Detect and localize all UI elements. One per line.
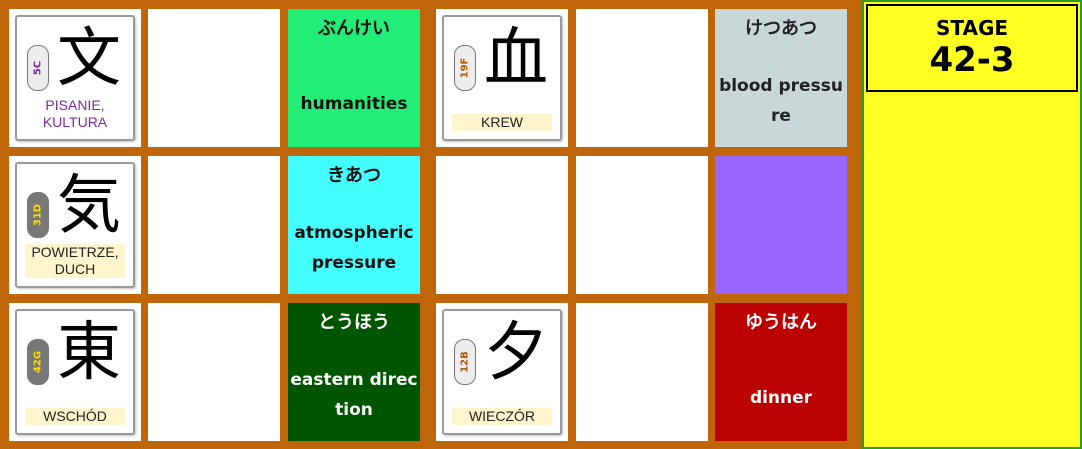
word-reading: とうほう [318,312,390,333]
kanji-glyph: 文 [57,22,121,96]
kanji-code: 12B [459,351,471,373]
kanji-code: 19F [459,57,471,79]
kanji-code-badge: 42G [27,339,49,385]
kanji-card[interactable]: 42G 東 WSCHÓD [9,303,141,441]
empty-slot[interactable] [148,303,280,441]
word-reading: けつあつ [745,18,817,39]
word-card[interactable] [715,156,847,294]
kanji-card[interactable]: 31D 気 POWIETRZE, DUCH [9,156,141,294]
side-panel: STAGE 42-3 [862,0,1082,449]
kanji-glyph: 東 [57,316,121,390]
word-card[interactable]: ぶんけい humanities [288,9,420,147]
empty-slot[interactable] [436,156,568,294]
word-reading: ぶんけい [318,18,390,39]
kanji-code-badge: 31D [27,192,49,238]
kanji-meaning: POWIETRZE, DUCH [25,244,125,278]
word-meaning: humanities [300,94,408,114]
kanji-code-badge: 19F [454,45,476,91]
word-meaning: dinner [749,388,813,408]
empty-slot[interactable] [576,9,708,147]
kanji-card-frame: 5C 文 PISANIE, KULTURA [15,15,135,141]
kanji-code-badge: 12B [454,339,476,385]
empty-slot[interactable] [576,303,708,441]
kanji-code: 31D [32,203,44,227]
kanji-card[interactable]: 5C 文 PISANIE, KULTURA [9,9,141,147]
game-board: 5C 文 PISANIE, KULTURA ぶんけい humanities 19F 血 KRE… [0,0,862,449]
empty-slot[interactable] [148,156,280,294]
kanji-meaning: PISANIE, KULTURA [42,97,108,130]
kanji-card-frame: 19F 血 KREW [442,15,562,141]
stage-number: 42-3 [929,40,1015,80]
word-card[interactable]: とうほう eastern direction [288,303,420,441]
word-card[interactable]: きあつ atmospheric pressure [288,156,420,294]
kanji-code-badge: 5C [27,45,49,91]
kanji-code: 42G [32,350,44,374]
word-meaning: blood pressure [719,76,843,126]
word-reading: ゆうはん [745,312,817,333]
empty-slot[interactable] [148,9,280,147]
kanji-card-frame: 31D 気 POWIETRZE, DUCH [15,162,135,288]
kanji-meaning: WSCHÓD [25,408,125,425]
empty-slot[interactable] [576,156,708,294]
kanji-card[interactable]: 19F 血 KREW [436,9,568,147]
kanji-card-frame: 12B 夕 WIECZÓR [442,309,562,435]
kanji-glyph: 夕 [484,316,548,390]
kanji-code: 5C [32,60,44,76]
kanji-card[interactable]: 12B 夕 WIECZÓR [436,303,568,441]
kanji-meaning: KREW [452,114,552,131]
stage-label: STAGE [935,16,1009,40]
word-meaning: eastern direction [290,370,418,420]
word-meaning: atmospheric pressure [294,223,414,273]
kanji-meaning: WIECZÓR [452,408,552,425]
word-reading: きあつ [327,165,381,186]
stage-indicator: STAGE 42-3 [866,4,1078,92]
kanji-glyph: 気 [57,169,121,243]
kanji-card-frame: 42G 東 WSCHÓD [15,309,135,435]
kanji-glyph: 血 [484,22,548,96]
word-card[interactable]: けつあつ blood pressure [715,9,847,147]
word-card[interactable]: ゆうはん dinner [715,303,847,441]
